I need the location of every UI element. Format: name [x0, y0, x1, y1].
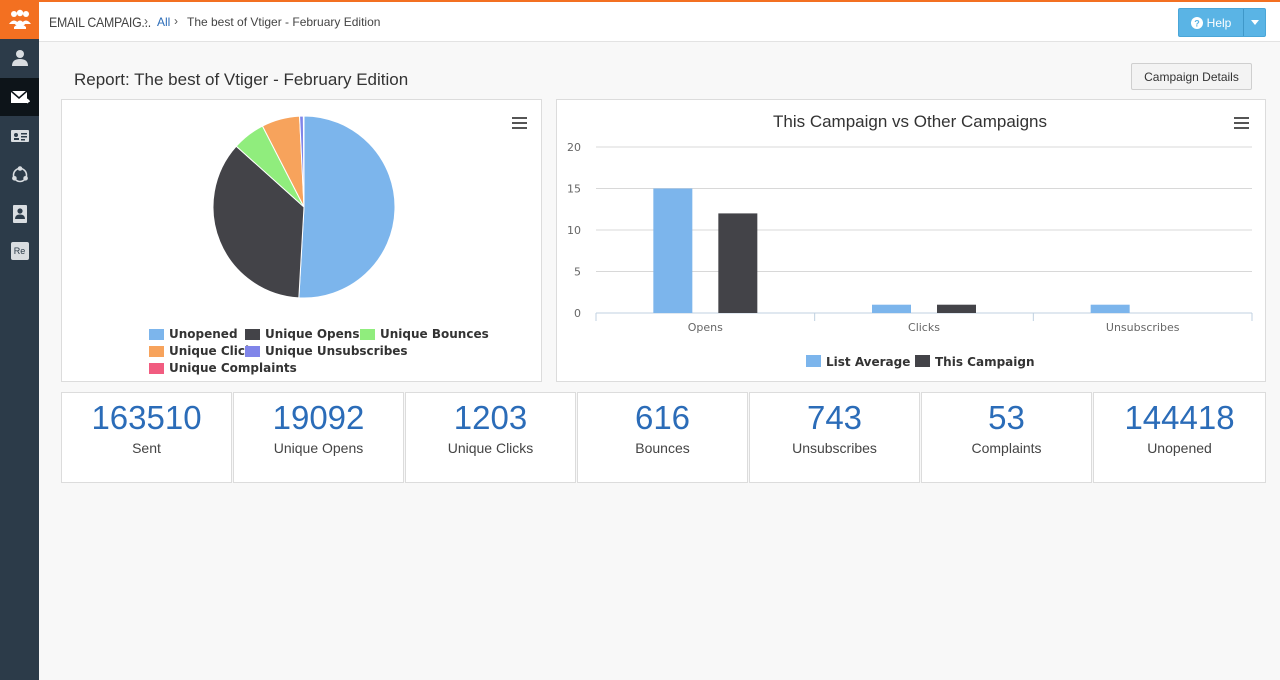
contact-card-icon[interactable]: [0, 195, 39, 233]
bar-list-average-clicks[interactable]: [872, 304, 911, 313]
legend-swatch: [245, 346, 260, 357]
y-tick-label: 5: [574, 266, 581, 279]
chart-menu-icon[interactable]: [512, 117, 527, 129]
y-tick-label: 20: [567, 141, 581, 154]
stat-label: Sent: [132, 440, 161, 456]
caret-down-icon: [1250, 20, 1259, 25]
stat-label: Unique Clicks: [447, 440, 534, 456]
stat-label: Bounces: [635, 440, 690, 456]
stat-unique-opens: 19092 Unique Opens: [233, 392, 404, 483]
stat-value: 1203: [453, 399, 528, 436]
top-bar: EMAIL CAMPAIG... › All › The best of Vti…: [39, 0, 1280, 42]
stat-unique-clicks: 1203 Unique Clicks: [405, 392, 576, 483]
stat-label: Complaints: [971, 440, 1042, 456]
legend-label: Unique Unsubscribes: [265, 344, 408, 358]
legend-swatch: [915, 355, 930, 367]
legend-swatch: [149, 363, 164, 374]
legend-item-unique-complaints[interactable]: Unique Complaints: [149, 361, 297, 375]
legend-label: Unopened: [169, 327, 238, 341]
reports-icon[interactable]: Re: [0, 232, 39, 270]
stat-label: Unique Opens: [273, 440, 364, 456]
y-tick-label: 10: [567, 224, 581, 237]
pie-chart-panel: Unopened Unique Opens Unique Bounces Unique…: [61, 99, 542, 382]
x-tick-label: Unsubscribes: [1106, 321, 1180, 334]
recycle-icon[interactable]: [0, 156, 39, 194]
stat-value: 163510: [91, 399, 202, 436]
svg-text:?: ?: [1194, 18, 1200, 28]
stat-value: 743: [806, 399, 863, 436]
bar-chart: This Campaign vs Other Campaigns 0 5 10 15 20…: [567, 112, 1253, 369]
x-tick-label: Opens: [688, 321, 723, 334]
bar-this-campaign-clicks[interactable]: [937, 304, 976, 313]
stat-value: 19092: [272, 399, 365, 436]
chevron-right-icon: ›: [174, 14, 178, 28]
chart-title: This Campaign vs Other Campaigns: [773, 112, 1047, 131]
chart-menu-icon[interactable]: [1234, 117, 1249, 129]
legend-label: This Campaign: [935, 355, 1035, 369]
pie-slice-unique-complaints[interactable]: [302, 115, 305, 208]
bar-this-campaign-opens[interactable]: [718, 213, 758, 313]
legend-item-this-campaign[interactable]: This Campaign: [915, 355, 1035, 369]
help-label: Help: [1206, 15, 1232, 30]
stat-sent: 163510 Sent: [61, 392, 232, 483]
pie-slice-unique-opens[interactable]: [212, 145, 305, 299]
chevron-right-icon: ›: [144, 14, 148, 28]
stat-value: 616: [634, 399, 691, 436]
stat-value: 144418: [1124, 399, 1235, 436]
legend-swatch: [806, 355, 821, 367]
help-button[interactable]: ? Help: [1179, 9, 1243, 36]
x-tick-label: Clicks: [908, 321, 940, 334]
pie-slice-unopened[interactable]: [298, 115, 396, 299]
bar-list-average-unsubscribes[interactable]: [1090, 304, 1130, 313]
legend-swatch: [360, 329, 375, 340]
page-title: Report: The best of Vtiger - February Ed…: [74, 70, 409, 89]
legend-item-unique-unsubscribes[interactable]: Unique Unsubscribes: [245, 344, 408, 358]
stat-label: Unsubscribes: [792, 440, 877, 456]
question-circle-icon: ?: [1190, 16, 1203, 29]
legend-item-unopened[interactable]: Unopened: [149, 327, 238, 341]
legend-label: Unique Clicks: [169, 344, 260, 358]
breadcrumb-current: The best of Vtiger - February Edition: [187, 15, 381, 29]
stat-bounces: 616 Bounces: [577, 392, 748, 483]
id-card-icon[interactable]: [0, 117, 39, 155]
bar-list-average-opens[interactable]: [653, 188, 693, 314]
y-tick-label: 15: [567, 183, 581, 196]
app-sidebar: Re: [0, 0, 39, 680]
y-tick-label: 0: [574, 307, 581, 320]
stat-unopened: 144418 Unopened: [1093, 392, 1266, 483]
pie-chart: Unopened Unique Opens Unique Bounces Unique…: [149, 115, 489, 375]
breadcrumb-all-link[interactable]: All: [157, 15, 171, 29]
help-button-group: ? Help: [1178, 8, 1266, 37]
module-name[interactable]: EMAIL CAMPAIG...: [49, 14, 151, 30]
bar-chart-panel: This Campaign vs Other Campaigns 0 5 10 15 20…: [556, 99, 1266, 382]
legend-item-unique-bounces[interactable]: Unique Bounces: [360, 327, 489, 341]
campaign-details-button[interactable]: Campaign Details: [1131, 63, 1252, 90]
reports-label: Re: [10, 242, 29, 260]
legend-swatch: [149, 329, 164, 340]
legend-item-list-average[interactable]: List Average: [806, 355, 910, 369]
contacts-icon[interactable]: [0, 39, 39, 77]
stat-value: 53: [988, 399, 1025, 436]
legend-label: Unique Bounces: [380, 327, 489, 341]
legend-label: Unique Complaints: [169, 361, 297, 375]
email-campaign-icon[interactable]: [0, 78, 39, 116]
app-logo-icon[interactable]: [0, 0, 39, 39]
legend-label: List Average: [826, 355, 910, 369]
stat-complaints: 53 Complaints: [921, 392, 1092, 483]
legend-item-unique-opens[interactable]: Unique Opens: [245, 327, 359, 341]
help-dropdown-toggle[interactable]: [1243, 9, 1265, 36]
legend-label: Unique Opens: [265, 327, 359, 341]
stat-unsubscribes: 743 Unsubscribes: [749, 392, 920, 483]
legend-swatch: [149, 346, 164, 357]
legend-item-unique-clicks[interactable]: Unique Clicks: [149, 344, 260, 358]
stat-label: Unopened: [1147, 440, 1212, 456]
legend-swatch: [245, 329, 260, 340]
